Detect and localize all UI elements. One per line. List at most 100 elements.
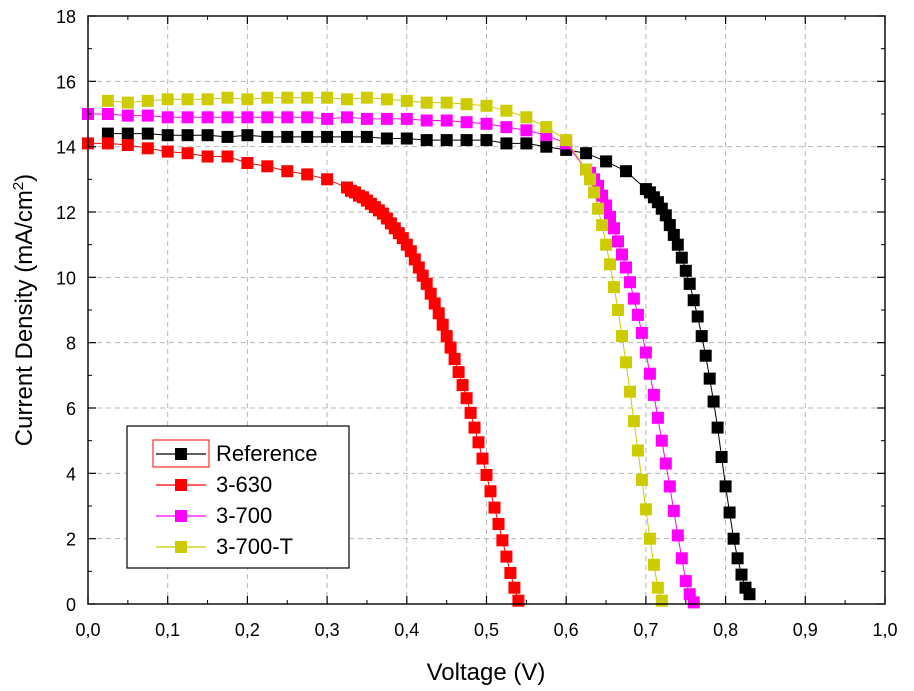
data-point-reference — [620, 165, 632, 178]
data-point-3-630 — [444, 341, 457, 354]
x-tick-label: 0,2 — [235, 620, 260, 640]
data-point-3-700 — [141, 109, 154, 122]
data-point-3-630 — [468, 421, 481, 434]
data-point-3-700-t — [121, 96, 134, 109]
data-point-reference — [691, 310, 704, 323]
data-point-reference — [727, 532, 740, 545]
data-point-3-700-t — [101, 94, 114, 107]
data-point-3-700-t — [580, 163, 593, 176]
data-point-3-700 — [627, 292, 640, 305]
data-point-3-700-t — [380, 93, 393, 106]
data-point-reference — [321, 130, 334, 143]
data-point-3-700-t — [241, 93, 254, 106]
data-layer — [82, 91, 756, 609]
data-point-reference — [703, 372, 716, 385]
data-point-reference — [101, 127, 114, 140]
data-point-3-700-t — [281, 91, 294, 104]
data-point-reference — [719, 480, 732, 493]
data-point-3-700-t — [400, 94, 413, 107]
x-tick-label: 0,7 — [633, 620, 658, 640]
data-point-reference — [731, 552, 744, 565]
data-point-reference — [121, 127, 134, 140]
y-tick-labels: 0 2 4 6 8 10 12 14 16 18 — [56, 7, 76, 615]
data-point-reference — [711, 421, 724, 434]
data-point-3-700 — [360, 112, 373, 125]
data-point-3-700 — [181, 111, 194, 124]
legend-item-3-700-t: 3-700-T — [156, 534, 293, 559]
data-point-3-700-t — [612, 304, 624, 316]
data-point-3-700-t — [639, 503, 652, 516]
data-point-3-700-t — [647, 558, 660, 571]
y-axis-title: Current Density (mA/cm2) — [10, 174, 38, 446]
data-point-3-630 — [488, 501, 501, 514]
data-point-3-630 — [201, 150, 214, 163]
data-point-3-700 — [261, 111, 274, 124]
data-point-3-630 — [141, 142, 154, 155]
data-point-3-700-t — [608, 281, 620, 294]
data-point-reference — [241, 129, 254, 142]
y-tick-label: 6 — [66, 399, 76, 419]
data-point-3-700 — [635, 326, 648, 339]
y-tick-label: 2 — [66, 530, 76, 550]
data-point-3-700-t — [560, 134, 573, 147]
legend-label-3-700-t: 3-700-T — [216, 534, 293, 559]
legend: Reference 3-630 3-700 3-700-T — [126, 425, 350, 569]
data-point-3-630 — [101, 137, 114, 150]
legend-item-reference: Reference — [152, 439, 318, 468]
data-point-3-700 — [675, 552, 688, 565]
data-point-3-700 — [201, 111, 214, 124]
x-tick-label: 0,6 — [554, 620, 579, 640]
data-point-3-700 — [121, 109, 134, 122]
series-3-700 — [82, 108, 700, 609]
data-point-3-700-t — [635, 473, 648, 486]
data-point-reference — [141, 127, 154, 140]
data-point-3-700-t — [201, 93, 214, 106]
data-point-3-700 — [639, 346, 652, 359]
data-point-reference — [600, 155, 613, 168]
x-tick-labels: 0,0 0,1 0,2 0,3 0,4 0,5 0,6 0,7 0,8 0,9 1,0 — [75, 620, 897, 640]
data-point-3-700-t — [321, 91, 334, 104]
data-point-3-630 — [484, 485, 497, 498]
x-axis-title: Voltage (V) — [427, 659, 546, 686]
data-point-3-700 — [281, 111, 294, 124]
data-point-reference — [735, 568, 748, 581]
data-point-3-700 — [301, 111, 314, 124]
data-point-3-700 — [659, 457, 672, 470]
data-point-3-700-t — [604, 258, 616, 271]
data-point-3-630 — [476, 452, 489, 465]
data-point-3-630 — [424, 287, 437, 300]
data-point-reference — [687, 294, 700, 307]
y-tick-label: 16 — [56, 72, 76, 92]
data-point-3-700-t — [440, 96, 453, 109]
data-point-reference — [460, 134, 473, 147]
x-tick-label: 0,3 — [315, 620, 340, 640]
legend-highlight-box — [152, 439, 210, 468]
data-point-reference — [675, 251, 688, 264]
x-tick-label: 0,4 — [394, 620, 419, 640]
data-point-3-700 — [679, 575, 692, 588]
data-point-3-700 — [241, 111, 254, 124]
data-point-3-630 — [281, 165, 294, 178]
data-point-3-700-t — [540, 121, 553, 134]
y-tick-label: 8 — [66, 334, 76, 354]
y-axis-title-superscript: 2 — [10, 182, 27, 190]
data-point-3-700 — [608, 222, 620, 235]
data-point-3-700-t — [301, 91, 314, 104]
data-point-reference — [695, 330, 708, 343]
data-point-3-630 — [452, 366, 465, 379]
data-point-3-630 — [480, 469, 493, 481]
data-point-3-700-t — [651, 581, 664, 594]
data-point-3-630 — [221, 150, 234, 163]
data-point-3-630 — [241, 157, 254, 169]
data-point-3-630 — [512, 594, 525, 607]
data-point-reference — [301, 130, 314, 143]
data-point-reference — [360, 130, 373, 143]
data-point-reference — [500, 137, 513, 150]
data-point-3-700 — [687, 596, 700, 609]
legend-item-3-630: 3-630 — [156, 472, 272, 497]
legend-marker-reference — [175, 448, 187, 460]
x-tick-label: 1,0 — [872, 620, 897, 640]
data-point-3-700 — [341, 111, 353, 124]
data-point-3-700-t — [600, 238, 613, 251]
data-point-3-630 — [504, 567, 517, 579]
